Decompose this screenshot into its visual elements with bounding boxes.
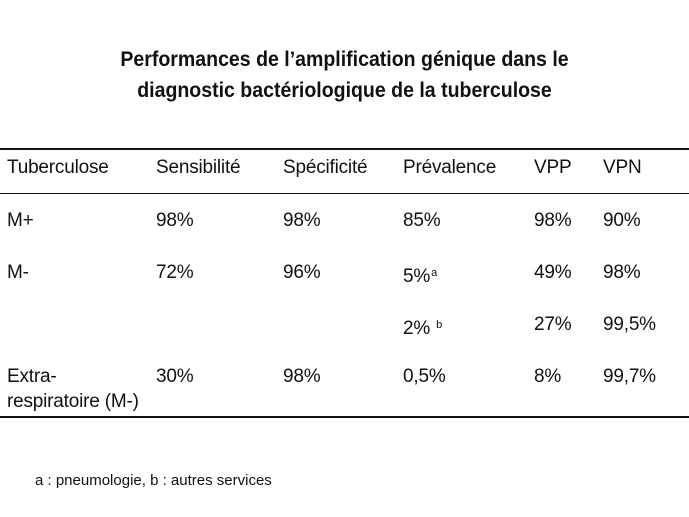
table-top-rule: [0, 148, 689, 150]
cell-tuberculose: M+: [7, 210, 34, 231]
header-specificite: Spécificité: [283, 157, 368, 178]
cell-vpn: 99,7%: [603, 366, 656, 387]
table-bottom-rule: [0, 416, 689, 418]
cell-vpn: 98%: [603, 262, 641, 283]
header-vpp: VPP: [534, 157, 572, 178]
cell-tuberculose-line-1: Extra-: [7, 366, 57, 387]
prevalence-footnote-marker: a: [431, 267, 437, 279]
cell-prevalence: 2% b: [403, 313, 442, 341]
prevalence-value: 2%: [403, 318, 431, 339]
slide-title: Performances de l’amplification génique …: [24, 44, 665, 106]
cell-prevalence: 5%a: [403, 261, 437, 289]
cell-vpp: 27%: [534, 314, 572, 335]
slide-title-line-1: Performances de l’amplification génique …: [120, 48, 569, 71]
header-prevalence: Prévalence: [403, 157, 497, 178]
cell-tuberculose: M-: [7, 262, 29, 283]
header-sensibilite: Sensibilité: [156, 157, 241, 178]
footnote: a : pneumologie, b : autres services: [35, 472, 272, 489]
header-tuberculose: Tuberculose: [7, 157, 109, 178]
cell-sensibilite: 72%: [156, 262, 194, 283]
cell-prevalence: 85%: [403, 210, 441, 231]
table-header-rule: [0, 193, 689, 194]
cell-vpn: 90%: [603, 210, 641, 231]
cell-prevalence: 0,5%: [403, 366, 446, 387]
cell-vpp: 8%: [534, 366, 562, 387]
slide-title-line-2: diagnostic bactériologique de la tubercu…: [137, 79, 552, 102]
cell-vpn: 99,5%: [603, 314, 656, 335]
cell-sensibilite: 30%: [156, 366, 194, 387]
cell-specificite: 96%: [283, 262, 321, 283]
cell-sensibilite: 98%: [156, 210, 194, 231]
cell-vpp: 49%: [534, 262, 572, 283]
cell-tuberculose-line-2: respiratoire (M-): [7, 391, 139, 412]
header-vpn: VPN: [603, 157, 642, 178]
cell-specificite: 98%: [283, 210, 321, 231]
prevalence-footnote-marker: b: [436, 319, 442, 331]
prevalence-value: 5%: [403, 266, 431, 287]
cell-vpp: 98%: [534, 210, 572, 231]
cell-specificite: 98%: [283, 366, 321, 387]
